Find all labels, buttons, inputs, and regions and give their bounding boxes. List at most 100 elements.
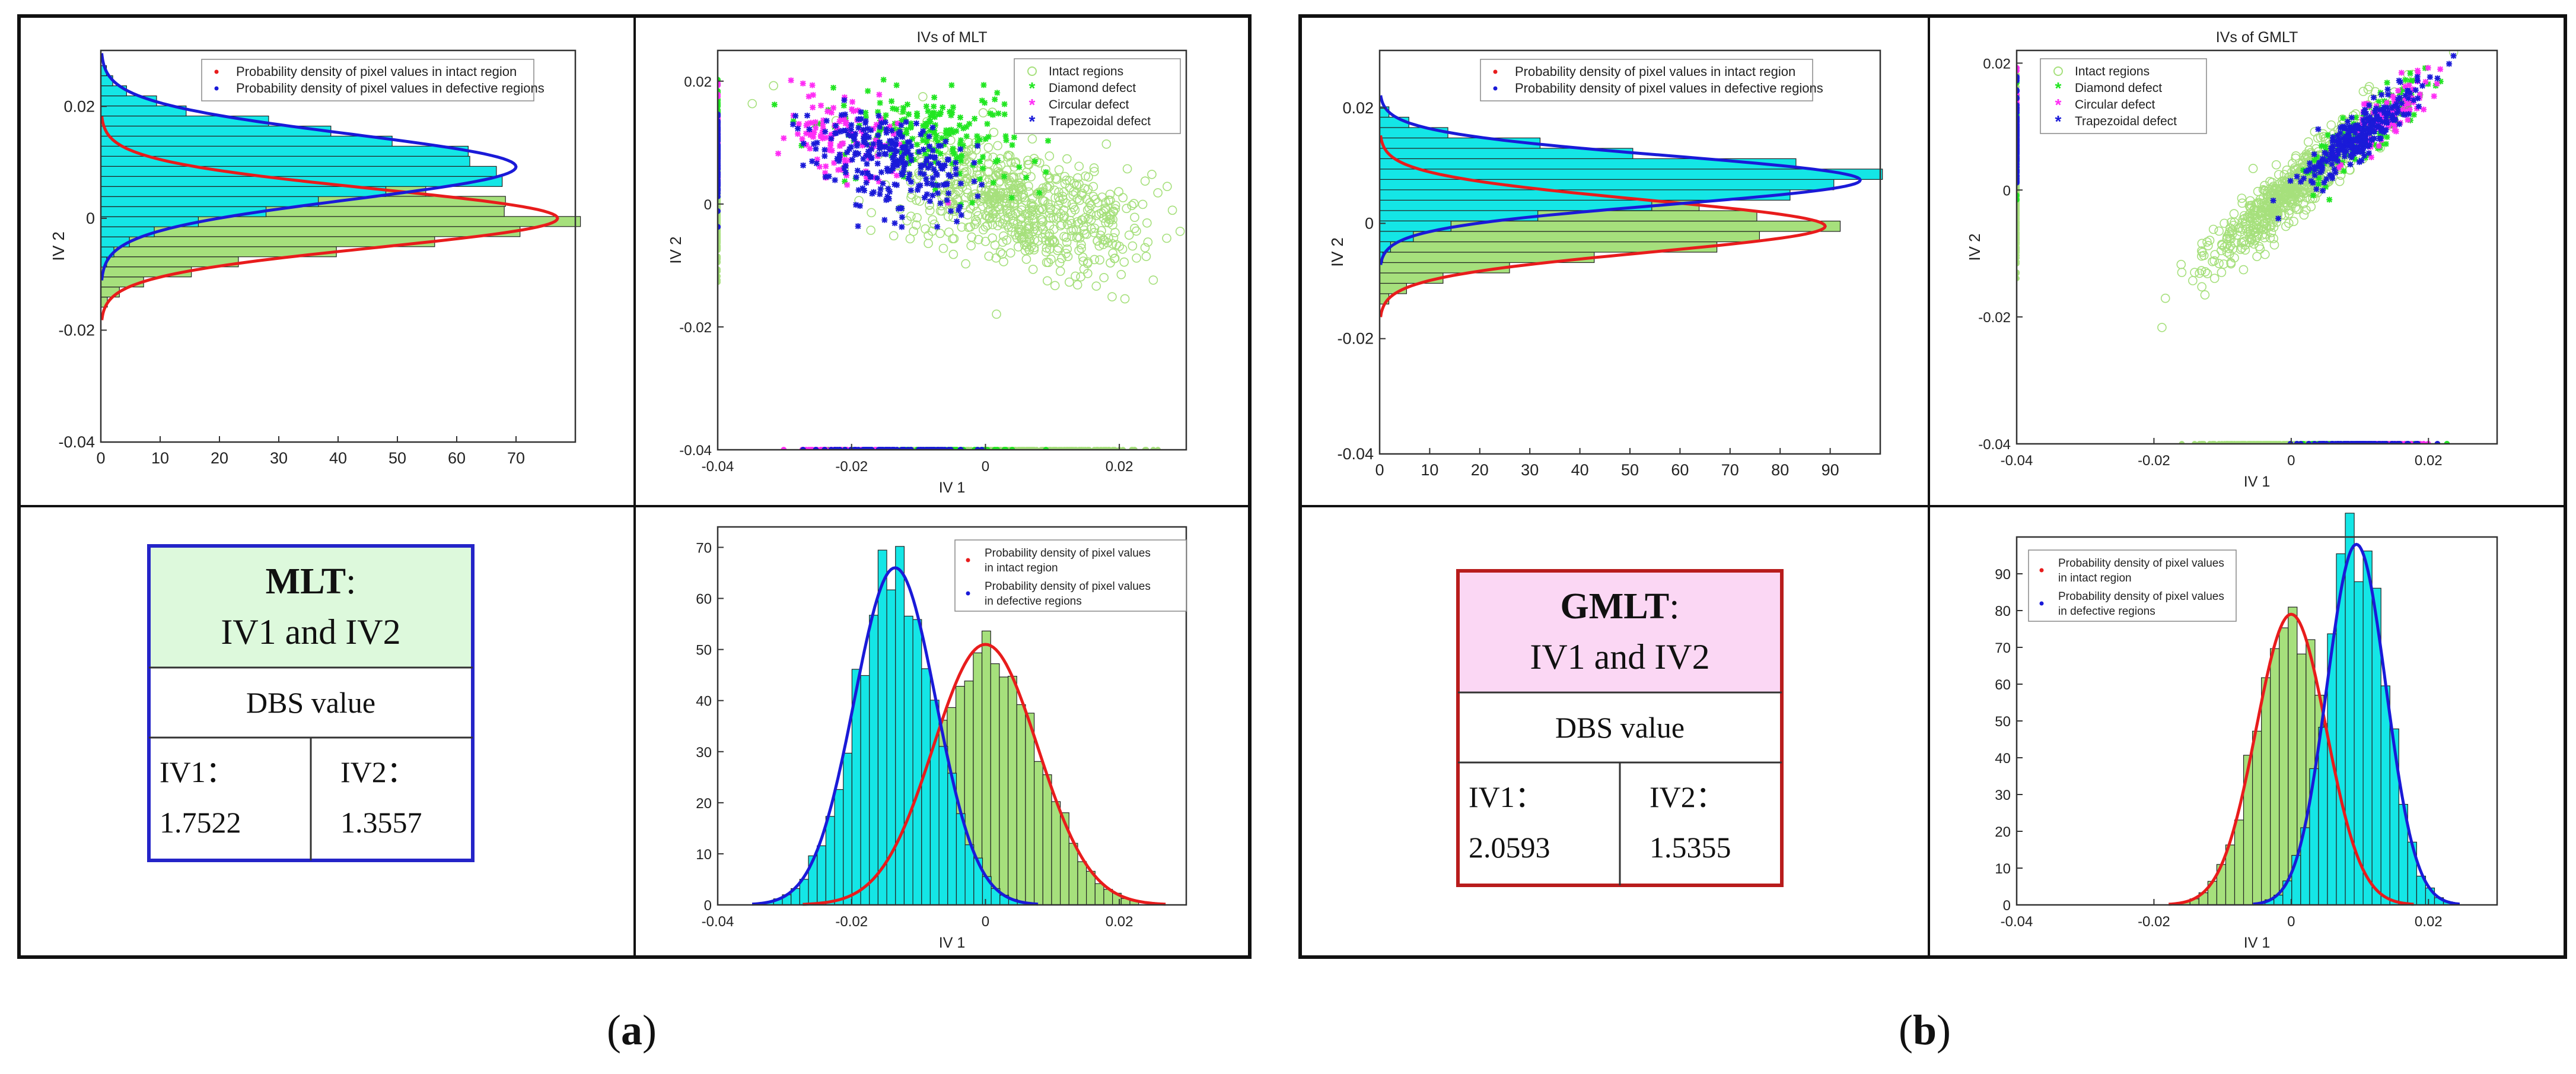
scatter-point-defect <box>945 199 951 206</box>
scatter-point-defect <box>880 77 887 83</box>
scatter-point-intact <box>2267 177 2277 188</box>
scatter-point-intact <box>1097 192 1107 202</box>
scatter-point-defect <box>863 173 870 180</box>
scatter-point-defect <box>2363 115 2370 122</box>
scatter-point-intact <box>2202 237 2212 247</box>
scatter-point-defect <box>959 152 965 159</box>
hist-bar-defective <box>825 816 835 905</box>
scatter-point-intact <box>963 188 973 198</box>
scatter-point-intact <box>924 239 933 249</box>
scatter-point-defect <box>2396 121 2403 128</box>
scatter-point-intact <box>1065 215 1075 225</box>
scatter-point-intact <box>2274 170 2284 180</box>
scatter-point-intact <box>1143 237 1153 247</box>
scatter-point-intact <box>2281 221 2291 231</box>
legend-marker <box>214 86 219 91</box>
scatter-point-defect <box>944 180 950 187</box>
scatter-point-defect <box>862 136 868 143</box>
scatter-point-intact <box>769 81 778 91</box>
scatter-point-defect <box>2354 145 2360 151</box>
scatter-point-defect <box>877 139 883 145</box>
scatter-point-defect <box>2340 115 2346 121</box>
iv2-value: 1.5355 <box>1650 831 1731 864</box>
y-tick-label: -0.02 <box>1337 330 1374 348</box>
scatter-point-defect <box>827 139 834 146</box>
scatter-point-intact <box>1101 218 1110 227</box>
hist-bar-defective <box>100 145 469 157</box>
scatter-point-defect <box>816 120 823 127</box>
scatter-point-defect <box>877 127 883 134</box>
scatter-point-defect <box>875 109 881 115</box>
scatter-point-defect <box>881 144 887 151</box>
scatter-point-defect <box>823 134 829 141</box>
scatter-point-defect <box>804 120 811 127</box>
scatter-point-defect <box>2294 173 2300 180</box>
scatter-point-defect <box>863 180 870 186</box>
scatter-point-intact <box>2240 217 2250 227</box>
scatter-point-defect <box>2371 141 2378 148</box>
scatter-point-defect <box>2390 108 2396 115</box>
scatter-point-intact <box>2214 259 2224 268</box>
scatter-point-defect <box>2434 75 2441 81</box>
scatter-point-defect <box>2411 112 2417 118</box>
scatter-point-defect <box>864 141 870 148</box>
scatter-point-defect <box>810 134 817 140</box>
scatter-point-defect <box>836 143 843 150</box>
scatter-point-defect <box>881 116 887 122</box>
scatter-point-intact <box>1029 243 1039 253</box>
scatter-point-defect <box>841 165 848 171</box>
scatter-point-defect <box>957 204 963 210</box>
scatter-point-defect <box>873 138 879 145</box>
scatter-point-intact <box>1007 173 1017 182</box>
y-tick-label: 30 <box>1995 787 2011 803</box>
scatter-point-intact <box>961 193 970 202</box>
scatter-point-intact <box>2293 163 2303 173</box>
scatter-point-intact <box>1108 239 1117 249</box>
hist-bar-intact <box>1007 676 1017 905</box>
scatter-point-intact <box>2454 36 2462 44</box>
scatter-point-defect <box>2358 132 2364 139</box>
scatter-point-defect <box>2337 130 2343 136</box>
scatter-point-defect <box>928 180 935 187</box>
scatter-point-defect <box>2319 168 2325 174</box>
scatter-point-defect <box>852 150 859 156</box>
scatter-point-defect <box>902 116 908 123</box>
scatter-point-intact <box>1147 170 1157 179</box>
x-tick-label: 70 <box>1721 461 1739 479</box>
scatter-point-defect <box>899 117 905 124</box>
scatter-point-defect <box>865 125 871 132</box>
scatter-point-intact <box>1090 167 1099 176</box>
scatter-point-defect <box>2361 152 2368 159</box>
hist-bar-defective <box>877 549 887 905</box>
scatter-point-intact <box>2250 227 2260 237</box>
scatter-point-intact <box>999 231 1008 241</box>
scatter-point-intact <box>1061 249 1071 258</box>
scatter-point-intact <box>1140 176 1150 186</box>
scatter-point-defect <box>957 141 963 147</box>
y-tick-label: 40 <box>696 694 712 710</box>
scatter-point-intact <box>912 195 921 205</box>
scatter-point-defect <box>906 111 912 117</box>
scatter-point-defect <box>2402 77 2409 83</box>
scatter-point-intact <box>1119 257 1129 267</box>
scatter-point-defect <box>2323 183 2329 190</box>
scatter-point-defect <box>875 132 881 139</box>
x-tick-label: 60 <box>448 449 466 467</box>
hist-bar-intact <box>2252 730 2262 905</box>
y-tick-label: 0.02 <box>1342 99 1374 117</box>
hist-bar-intact <box>2261 677 2271 905</box>
scatter-point-defect <box>794 131 801 137</box>
scatter-point-intact <box>1072 280 1082 290</box>
scatter-point-defect <box>2354 136 2360 142</box>
scatter-point-defect <box>2385 91 2392 98</box>
scatter-point-defect <box>875 113 882 119</box>
method-name: GMLT <box>1561 586 1670 627</box>
scatter-point-defect <box>925 108 931 115</box>
scatter-point-defect <box>859 170 865 176</box>
scatter-point-defect <box>839 166 845 173</box>
scatter-point-defect <box>945 128 952 134</box>
scatter-point-defect <box>891 181 898 188</box>
scatter-point-defect <box>886 196 892 202</box>
scatter-point-defect <box>879 143 886 150</box>
scatter-point-defect <box>2389 120 2396 126</box>
